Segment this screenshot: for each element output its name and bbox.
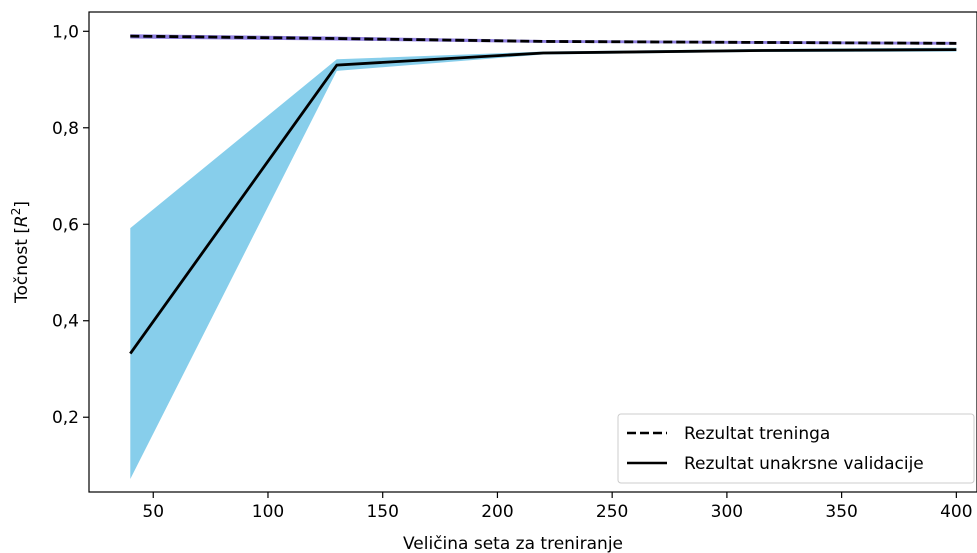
x-axis-label: Veličina seta za treniranje — [403, 534, 623, 553]
training-score-line — [130, 34, 957, 45]
x-tick-label: 150 — [366, 502, 398, 522]
validation-score-line — [129, 48, 957, 355]
y-axis-label-sup: 2 — [9, 208, 23, 216]
y-axis-label-main: Točnost [ — [12, 227, 32, 304]
x-tick-label: 100 — [252, 502, 284, 522]
legend-box — [617, 413, 975, 484]
x-tick-label: 250 — [596, 502, 628, 522]
y-tick-label: 0,6 — [52, 215, 79, 235]
y-axis-label-end: ] — [12, 201, 32, 208]
x-tick-label: 300 — [711, 502, 743, 522]
legend-training-label: Rezultat treninga — [684, 424, 830, 444]
y-tick-label: 0,2 — [52, 408, 79, 428]
y-axis-ticks: 0,2 0,4 0,6 0,8 1,0 — [52, 22, 89, 428]
y-tick-label: 0,4 — [52, 312, 79, 332]
y-tick-label: 0,8 — [52, 119, 79, 139]
plot-frame — [88, 11, 977, 493]
x-axis-ticks: 50 100 150 200 250 300 350 400 — [142, 492, 973, 522]
x-tick-label: 400 — [940, 502, 972, 522]
y-axis-label: Točnost [R2] — [9, 201, 32, 304]
x-tick-label: 50 — [142, 502, 164, 522]
y-axis-label-math: R — [12, 215, 32, 227]
y-tick-label: 1,0 — [52, 22, 79, 42]
legend-validation-label: Rezultat unakrsne validacije — [684, 454, 924, 474]
x-tick-label: 200 — [481, 502, 513, 522]
legend: Rezultat treninga Rezultat unakrsne vali… — [617, 413, 975, 484]
x-tick-label: 350 — [825, 502, 857, 522]
